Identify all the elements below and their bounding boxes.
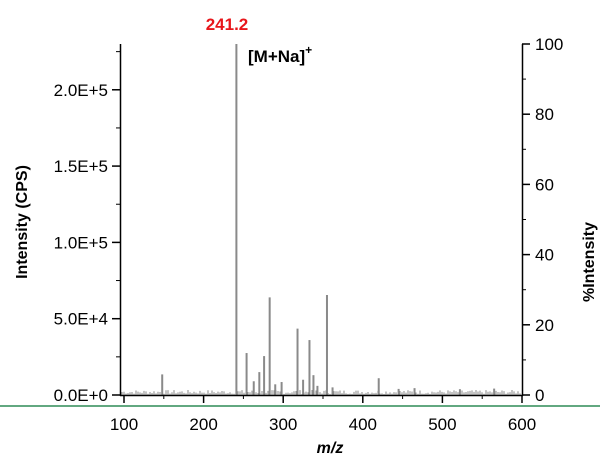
y-tick-label: 1.5E+5 [54,157,108,176]
x-tick-label: 600 [508,415,536,434]
peaks-layer [161,44,496,395]
y2-axis-title: %Intensity [581,222,598,302]
y2-ticks: 0 20 40 60 80 100 [522,35,563,405]
y-tick-label: 5.0E+4 [54,310,108,329]
x-tick-label: 200 [189,415,217,434]
y2-tick-label: 100 [535,35,563,54]
x-tick-label: 500 [428,415,456,434]
y2-tick-label: 20 [535,316,554,335]
y2-tick-label: 60 [535,175,554,194]
x-tick-label: 400 [349,415,377,434]
y-axis-title: Intensity (CPS) [14,165,31,279]
y2-tick-label: 0 [535,386,544,405]
y-tick-label: 0.0E+0 [54,386,108,405]
x-axis-title: m/z [317,440,344,455]
x-tick-label: 100 [110,415,138,434]
x-tick-label: 300 [269,415,297,434]
y2-tick-label: 80 [535,105,554,124]
base-peak-mz-label: 241.2 [206,15,249,34]
x-ticks: 100 200 300 400 500 600 [110,395,536,434]
y-ticks: 0.0E+0 5.0E+4 1.0E+5 1.5E+5 2.0E+5 [54,51,120,405]
ion-adduct-label: [M+Na]+ [248,43,312,66]
y2-tick-label: 40 [535,246,554,265]
y-tick-label: 2.0E+5 [54,81,108,100]
y-tick-label: 1.0E+5 [54,233,108,252]
axes [119,44,524,397]
